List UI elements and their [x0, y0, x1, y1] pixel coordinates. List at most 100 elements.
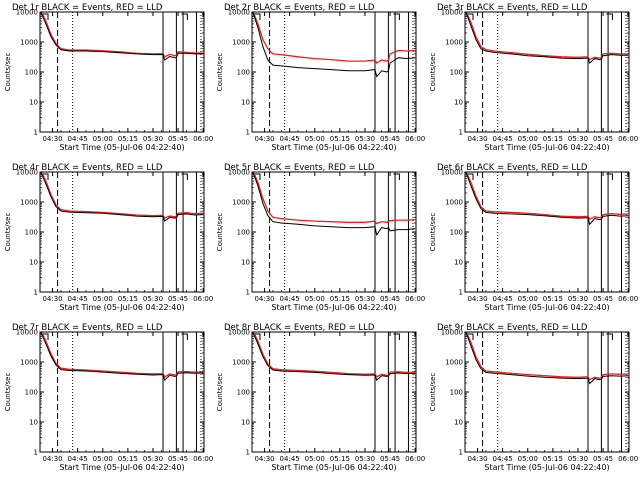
x-tick-label: 04:45: [280, 295, 300, 303]
x-tick-label: 05:15: [330, 135, 350, 143]
y-tick-label: 100: [25, 389, 38, 397]
x-tick-label: 05:30: [143, 455, 163, 463]
x-axis-label: Start Time (05-Jul-06 04:22:40): [59, 463, 184, 472]
y-tick-label: 10: [454, 99, 463, 107]
corner-bracket: [254, 333, 261, 340]
y-tick-label: 1: [34, 289, 38, 297]
y-axis-label: Counts/sec: [216, 53, 224, 92]
y-tick-label: 10: [29, 419, 38, 427]
events-series-line: [252, 332, 416, 381]
x-axis-label: Start Time (05-Jul-06 04:22:40): [484, 143, 609, 152]
y-tick-label: 10000: [16, 169, 38, 177]
plot-frame: [39, 331, 205, 453]
x-tick-label: 05:45: [168, 135, 188, 143]
events-series-line: [40, 332, 204, 382]
x-tick-label: 04:45: [68, 295, 88, 303]
y-tick-label: 100: [237, 229, 250, 237]
y-tick-label: 100: [237, 389, 250, 397]
x-tick-label: 05:00: [305, 295, 325, 303]
x-tick-label: 05:00: [518, 135, 538, 143]
corner-bracket: [181, 333, 188, 340]
y-tick-label: 10000: [16, 329, 38, 337]
detector-panel: Det 2r BLACK = Events, RED = LLD 1 10 100 10…: [216, 3, 425, 152]
x-tick-label: 06:00: [618, 455, 638, 463]
y-tick-label: 1: [246, 449, 250, 457]
plot-frame: [464, 171, 630, 293]
events-series-line: [465, 12, 629, 64]
corner-bracket: [606, 173, 613, 180]
y-tick-label: 100: [237, 69, 250, 77]
x-tick-label: 05:15: [543, 455, 563, 463]
y-tick-label: 10000: [441, 329, 463, 337]
y-axis-label: Counts/sec: [429, 53, 437, 92]
x-tick-label: 04:45: [493, 135, 513, 143]
detector-panel: Det 5r BLACK = Events, RED = LLD 1 10 100 10…: [216, 163, 425, 312]
plot-frame: [251, 171, 417, 293]
lld-series-line: [252, 12, 416, 64]
plot-frame: [464, 11, 630, 133]
x-tick-label: 05:45: [168, 455, 188, 463]
y-tick-label: 10: [241, 259, 250, 267]
x-tick-label: 06:00: [405, 135, 425, 143]
y-tick-label: 10: [241, 99, 250, 107]
detector-panel: Det 1r BLACK = Events, RED = LLD 1 10 100 10…: [4, 3, 213, 152]
y-axis-label: Counts/sec: [4, 213, 12, 252]
y-tick-label: 10000: [16, 9, 38, 17]
corner-bracket: [393, 333, 400, 340]
corner-bracket: [393, 13, 400, 20]
x-tick-label: 04:30: [467, 455, 487, 463]
x-tick-label: 05:15: [118, 455, 138, 463]
x-tick-label: 05:00: [93, 295, 113, 303]
y-tick-label: 1: [459, 129, 463, 137]
y-tick-label: 1000: [445, 39, 463, 47]
y-axis-label: Counts/sec: [216, 373, 224, 412]
panel-title: Det 7r BLACK = Events, RED = LLD: [12, 323, 163, 333]
x-tick-label: 06:00: [405, 455, 425, 463]
corner-bracket: [254, 13, 261, 20]
x-tick-label: 05:45: [593, 135, 613, 143]
x-tick-label: 05:30: [355, 135, 375, 143]
x-axis-label: Start Time (05-Jul-06 04:22:40): [271, 143, 396, 152]
lld-series-line: [465, 332, 629, 381]
x-tick-label: 05:45: [168, 295, 188, 303]
x-tick-label: 04:30: [254, 135, 274, 143]
lld-series-line: [465, 12, 629, 61]
corner-bracket: [606, 13, 613, 20]
x-tick-label: 05:15: [543, 135, 563, 143]
y-tick-label: 10: [454, 259, 463, 267]
y-tick-label: 100: [450, 229, 463, 237]
x-tick-label: 05:00: [93, 455, 113, 463]
plot-frame: [251, 331, 417, 453]
x-tick-label: 05:30: [568, 455, 588, 463]
x-tick-label: 04:30: [254, 295, 274, 303]
x-tick-label: 05:15: [118, 135, 138, 143]
panel-title: Det 2r BLACK = Events, RED = LLD: [224, 3, 375, 13]
x-axis-label: Start Time (05-Jul-06 04:22:40): [271, 303, 396, 312]
plot-frame: [464, 331, 630, 453]
y-tick-label: 10: [454, 419, 463, 427]
x-tick-label: 04:45: [68, 455, 88, 463]
y-tick-label: 100: [25, 229, 38, 237]
x-tick-label: 04:45: [280, 455, 300, 463]
x-tick-label: 04:30: [254, 455, 274, 463]
x-tick-label: 06:00: [405, 295, 425, 303]
x-axis-label: Start Time (05-Jul-06 04:22:40): [271, 463, 396, 472]
x-tick-label: 05:30: [143, 135, 163, 143]
y-tick-label: 1: [246, 289, 250, 297]
x-tick-label: 05:45: [380, 135, 400, 143]
x-tick-label: 04:45: [493, 295, 513, 303]
plot-frame: [39, 11, 205, 133]
y-tick-label: 1: [459, 449, 463, 457]
y-axis-label: Counts/sec: [429, 213, 437, 252]
x-tick-label: 05:15: [330, 455, 350, 463]
corner-bracket: [181, 173, 188, 180]
y-tick-label: 1000: [20, 199, 38, 207]
x-tick-label: 05:00: [93, 135, 113, 143]
x-tick-label: 05:45: [593, 295, 613, 303]
x-tick-label: 06:00: [193, 295, 213, 303]
x-tick-label: 04:30: [42, 135, 62, 143]
x-axis-label: Start Time (05-Jul-06 04:22:40): [484, 463, 609, 472]
x-tick-label: 05:30: [355, 455, 375, 463]
x-tick-label: 06:00: [618, 295, 638, 303]
